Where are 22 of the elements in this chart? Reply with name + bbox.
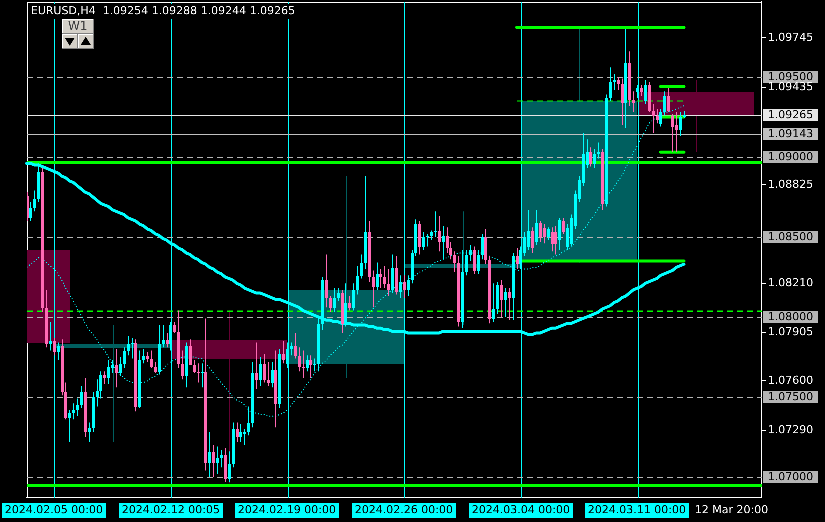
ref-line-label: 1.08000: [768, 310, 814, 324]
chart-title: EURUSD,H4 1.09254 1.09288 1.09244 1.09265: [31, 4, 296, 18]
ref-line-label: 1.09000: [768, 150, 814, 164]
x-tick-label: 2024.02.12 00:05: [122, 503, 220, 516]
x-tick-label: 2024.02.19 00:00: [238, 503, 336, 516]
y-tick-label: 1.08210: [768, 276, 814, 290]
y-tick-label: 1.07290: [768, 424, 814, 437]
y-tick-label: 1.07905: [768, 325, 814, 338]
ref-line-label: 1.09265: [768, 108, 814, 122]
ref-line-label: 1.07500: [768, 390, 814, 404]
x-tick-label: 2024.03.11 00:00: [588, 503, 686, 516]
x-tick-label: 2024.02.05 00:00: [5, 503, 104, 516]
y-tick-label: 1.07600: [768, 374, 814, 388]
y-tick-label: 1.08825: [768, 178, 814, 192]
text: 12 Mar 20:00: [695, 503, 768, 516]
x-tick-label: 2024.03.04 00:00: [472, 503, 570, 516]
ref-line-label: 1.08500: [768, 230, 814, 244]
x-tick-label: 2024.02.26 00:00: [355, 503, 454, 516]
ref-line-label: 1.09143: [768, 127, 814, 140]
y-tick-label: 1.09745: [768, 30, 814, 44]
ref-line-label: 1.07000: [768, 470, 814, 484]
button: W1: [62, 19, 94, 34]
